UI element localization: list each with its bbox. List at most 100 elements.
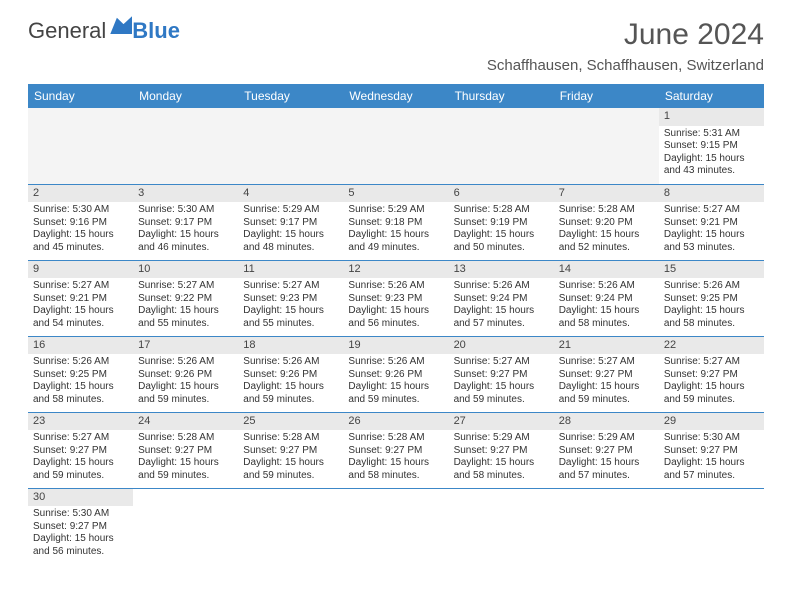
day-number: 16 <box>28 337 133 355</box>
sunset-text: Sunset: 9:27 PM <box>664 445 759 458</box>
day-details: Sunrise: 5:26 AMSunset: 9:24 PMDaylight:… <box>554 278 659 333</box>
day-cell: 15Sunrise: 5:26 AMSunset: 9:25 PMDayligh… <box>659 260 764 336</box>
sunset-text: Sunset: 9:22 PM <box>138 293 233 306</box>
empty-cell <box>554 488 659 564</box>
sunset-text: Sunset: 9:17 PM <box>138 217 233 230</box>
day-number: 28 <box>554 413 659 431</box>
weekday-header: Monday <box>133 84 238 108</box>
sunset-text: Sunset: 9:26 PM <box>348 369 443 382</box>
day-cell: 23Sunrise: 5:27 AMSunset: 9:27 PMDayligh… <box>28 412 133 488</box>
day-details: Sunrise: 5:29 AMSunset: 9:27 PMDaylight:… <box>554 430 659 485</box>
daylight-text: Daylight: 15 hours and 54 minutes. <box>33 305 128 330</box>
empty-cell <box>133 108 238 184</box>
daylight-text: Daylight: 15 hours and 52 minutes. <box>559 229 654 254</box>
day-cell: 5Sunrise: 5:29 AMSunset: 9:18 PMDaylight… <box>343 184 448 260</box>
daylight-text: Daylight: 15 hours and 50 minutes. <box>454 229 549 254</box>
sunset-text: Sunset: 9:17 PM <box>243 217 338 230</box>
day-details: Sunrise: 5:26 AMSunset: 9:23 PMDaylight:… <box>343 278 448 333</box>
day-details: Sunrise: 5:27 AMSunset: 9:27 PMDaylight:… <box>449 354 554 409</box>
sunset-text: Sunset: 9:26 PM <box>243 369 338 382</box>
day-cell: 3Sunrise: 5:30 AMSunset: 9:17 PMDaylight… <box>133 184 238 260</box>
weekday-header: Friday <box>554 84 659 108</box>
day-cell: 19Sunrise: 5:26 AMSunset: 9:26 PMDayligh… <box>343 336 448 412</box>
calendar-row: 2Sunrise: 5:30 AMSunset: 9:16 PMDaylight… <box>28 184 764 260</box>
day-number: 24 <box>133 413 238 431</box>
sunset-text: Sunset: 9:24 PM <box>454 293 549 306</box>
sunrise-text: Sunrise: 5:28 AM <box>454 204 549 217</box>
daylight-text: Daylight: 15 hours and 55 minutes. <box>138 305 233 330</box>
day-cell: 27Sunrise: 5:29 AMSunset: 9:27 PMDayligh… <box>449 412 554 488</box>
daylight-text: Daylight: 15 hours and 58 minutes. <box>664 305 759 330</box>
daylight-text: Daylight: 15 hours and 56 minutes. <box>33 533 128 558</box>
day-number: 2 <box>28 185 133 203</box>
day-cell: 9Sunrise: 5:27 AMSunset: 9:21 PMDaylight… <box>28 260 133 336</box>
day-number: 13 <box>449 261 554 279</box>
day-cell: 26Sunrise: 5:28 AMSunset: 9:27 PMDayligh… <box>343 412 448 488</box>
empty-cell <box>554 108 659 184</box>
day-cell: 25Sunrise: 5:28 AMSunset: 9:27 PMDayligh… <box>238 412 343 488</box>
sunrise-text: Sunrise: 5:27 AM <box>559 356 654 369</box>
empty-cell <box>449 108 554 184</box>
sunset-text: Sunset: 9:27 PM <box>454 445 549 458</box>
day-details: Sunrise: 5:26 AMSunset: 9:26 PMDaylight:… <box>238 354 343 409</box>
daylight-text: Daylight: 15 hours and 53 minutes. <box>664 229 759 254</box>
day-cell: 24Sunrise: 5:28 AMSunset: 9:27 PMDayligh… <box>133 412 238 488</box>
daylight-text: Daylight: 15 hours and 58 minutes. <box>454 457 549 482</box>
daylight-text: Daylight: 15 hours and 48 minutes. <box>243 229 338 254</box>
day-cell: 10Sunrise: 5:27 AMSunset: 9:22 PMDayligh… <box>133 260 238 336</box>
sunrise-text: Sunrise: 5:27 AM <box>454 356 549 369</box>
daylight-text: Daylight: 15 hours and 59 minutes. <box>664 381 759 406</box>
daylight-text: Daylight: 15 hours and 59 minutes. <box>33 457 128 482</box>
sunrise-text: Sunrise: 5:27 AM <box>33 280 128 293</box>
sunset-text: Sunset: 9:27 PM <box>559 369 654 382</box>
day-cell: 18Sunrise: 5:26 AMSunset: 9:26 PMDayligh… <box>238 336 343 412</box>
day-cell: 20Sunrise: 5:27 AMSunset: 9:27 PMDayligh… <box>449 336 554 412</box>
sunset-text: Sunset: 9:23 PM <box>243 293 338 306</box>
day-cell: 14Sunrise: 5:26 AMSunset: 9:24 PMDayligh… <box>554 260 659 336</box>
calendar-row: 1Sunrise: 5:31 AMSunset: 9:15 PMDaylight… <box>28 108 764 184</box>
sunset-text: Sunset: 9:27 PM <box>559 445 654 458</box>
daylight-text: Daylight: 15 hours and 58 minutes. <box>348 457 443 482</box>
sunrise-text: Sunrise: 5:28 AM <box>559 204 654 217</box>
sunset-text: Sunset: 9:18 PM <box>348 217 443 230</box>
daylight-text: Daylight: 15 hours and 43 minutes. <box>664 153 759 178</box>
brand-part2: Blue <box>132 18 180 44</box>
sunrise-text: Sunrise: 5:26 AM <box>138 356 233 369</box>
day-details: Sunrise: 5:28 AMSunset: 9:20 PMDaylight:… <box>554 202 659 257</box>
calendar-row: 30Sunrise: 5:30 AMSunset: 9:27 PMDayligh… <box>28 488 764 564</box>
day-details: Sunrise: 5:27 AMSunset: 9:23 PMDaylight:… <box>238 278 343 333</box>
sunrise-text: Sunrise: 5:27 AM <box>664 204 759 217</box>
sunrise-text: Sunrise: 5:29 AM <box>348 204 443 217</box>
day-details: Sunrise: 5:27 AMSunset: 9:21 PMDaylight:… <box>28 278 133 333</box>
empty-cell <box>133 488 238 564</box>
day-details: Sunrise: 5:29 AMSunset: 9:27 PMDaylight:… <box>449 430 554 485</box>
sunset-text: Sunset: 9:23 PM <box>348 293 443 306</box>
day-number: 19 <box>343 337 448 355</box>
daylight-text: Daylight: 15 hours and 59 minutes. <box>348 381 443 406</box>
sunrise-text: Sunrise: 5:29 AM <box>454 432 549 445</box>
day-cell: 17Sunrise: 5:26 AMSunset: 9:26 PMDayligh… <box>133 336 238 412</box>
day-number: 6 <box>449 185 554 203</box>
sunrise-text: Sunrise: 5:30 AM <box>664 432 759 445</box>
sunset-text: Sunset: 9:26 PM <box>138 369 233 382</box>
day-number: 8 <box>659 185 764 203</box>
daylight-text: Daylight: 15 hours and 58 minutes. <box>559 305 654 330</box>
location-text: Schaffhausen, Schaffhausen, Switzerland <box>487 57 764 74</box>
day-number: 21 <box>554 337 659 355</box>
day-number: 22 <box>659 337 764 355</box>
day-cell: 1Sunrise: 5:31 AMSunset: 9:15 PMDaylight… <box>659 108 764 184</box>
header-row: GeneralBlue June 2024 Schaffhausen, Scha… <box>28 18 764 74</box>
day-number: 9 <box>28 261 133 279</box>
day-cell: 6Sunrise: 5:28 AMSunset: 9:19 PMDaylight… <box>449 184 554 260</box>
day-cell: 4Sunrise: 5:29 AMSunset: 9:17 PMDaylight… <box>238 184 343 260</box>
day-details: Sunrise: 5:28 AMSunset: 9:19 PMDaylight:… <box>449 202 554 257</box>
brand-logo: GeneralBlue <box>28 18 180 44</box>
sunset-text: Sunset: 9:20 PM <box>559 217 654 230</box>
sunset-text: Sunset: 9:27 PM <box>138 445 233 458</box>
day-cell: 2Sunrise: 5:30 AMSunset: 9:16 PMDaylight… <box>28 184 133 260</box>
day-number: 18 <box>238 337 343 355</box>
day-number: 4 <box>238 185 343 203</box>
day-cell: 29Sunrise: 5:30 AMSunset: 9:27 PMDayligh… <box>659 412 764 488</box>
day-cell: 8Sunrise: 5:27 AMSunset: 9:21 PMDaylight… <box>659 184 764 260</box>
day-details: Sunrise: 5:26 AMSunset: 9:26 PMDaylight:… <box>133 354 238 409</box>
